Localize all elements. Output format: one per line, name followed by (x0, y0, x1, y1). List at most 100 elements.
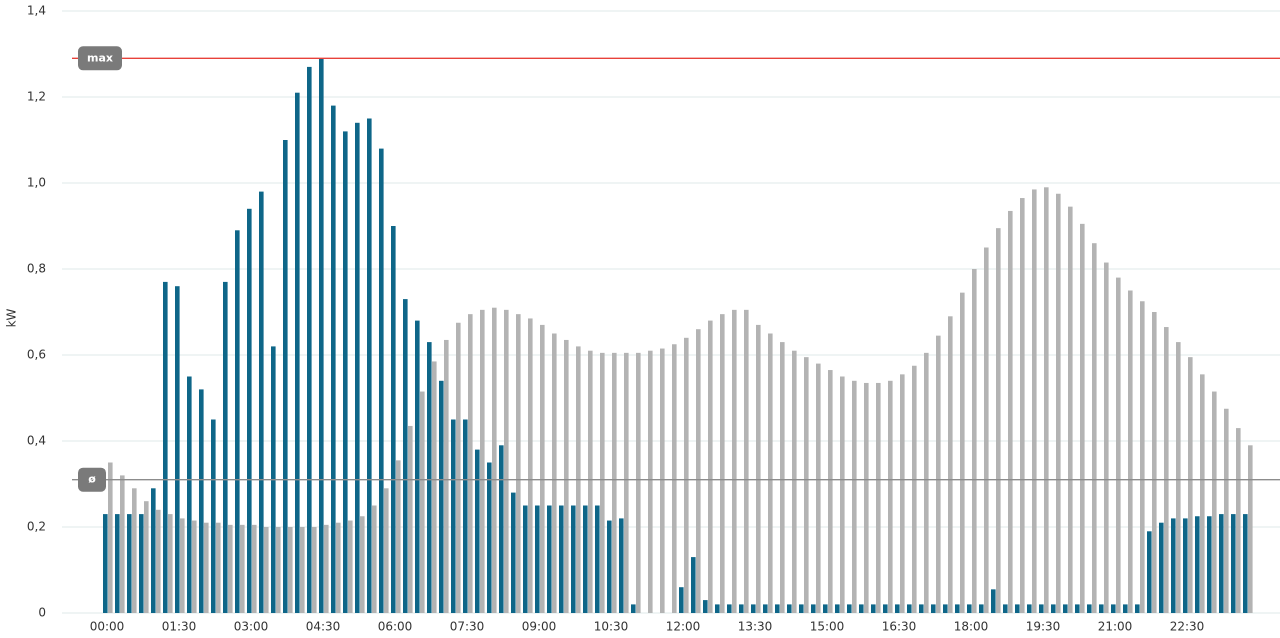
bar (1111, 604, 1116, 613)
x-tick-label: 15:00 (810, 620, 845, 634)
x-tick-label: 22:30 (1170, 620, 1205, 634)
bar (511, 492, 516, 613)
bar (1176, 342, 1181, 613)
bar (811, 604, 816, 613)
bar (739, 604, 744, 613)
x-tick-label: 09:00 (522, 620, 557, 634)
reference-badge (78, 467, 106, 492)
bar (799, 604, 804, 613)
bar (192, 520, 197, 613)
bar (439, 380, 444, 613)
bar (427, 342, 432, 613)
bar (648, 350, 653, 613)
bar (324, 524, 329, 613)
bar (1128, 290, 1133, 613)
x-tick-label: 13:30 (738, 620, 773, 634)
bar (1236, 428, 1241, 613)
bar (312, 527, 317, 613)
bar (355, 122, 360, 614)
bar (216, 522, 221, 613)
bar (883, 604, 888, 613)
bar (1044, 187, 1049, 614)
bar (144, 501, 149, 613)
bar (1051, 604, 1056, 613)
bar (156, 509, 161, 613)
bar (151, 488, 156, 613)
bar (595, 505, 600, 613)
bar (1183, 518, 1188, 613)
bar (936, 335, 941, 613)
bar (864, 382, 869, 613)
bar (907, 604, 912, 613)
bar (1015, 604, 1020, 613)
bar (996, 228, 1001, 613)
y-axis-label: kW (5, 308, 19, 327)
bar (343, 131, 348, 613)
bar (247, 208, 252, 614)
bar (283, 140, 288, 613)
bar (492, 307, 497, 613)
bar (367, 118, 372, 613)
bar (780, 342, 785, 613)
bar (319, 58, 324, 614)
bar (991, 589, 996, 613)
bar (912, 365, 917, 613)
bar (756, 324, 761, 613)
bar (379, 148, 384, 613)
bar (1123, 604, 1128, 613)
bar (1219, 514, 1224, 613)
bar (211, 419, 216, 613)
bar (415, 320, 420, 613)
bar (900, 374, 905, 613)
bar (1200, 374, 1205, 613)
x-tick-label: 10:30 (594, 620, 629, 634)
bar (276, 527, 281, 613)
bar (715, 604, 720, 613)
bar (943, 604, 948, 613)
bar (516, 314, 521, 613)
reference-badge (78, 46, 122, 71)
bar (960, 292, 965, 613)
reference-label: max (87, 51, 113, 64)
bar (127, 514, 132, 613)
bar (1140, 301, 1145, 613)
x-tick-label: 04:30 (306, 620, 341, 634)
bar (384, 488, 389, 613)
bar (1207, 516, 1212, 613)
bar (559, 505, 564, 613)
bar (139, 514, 144, 613)
bar (348, 520, 353, 613)
y-tick-label: 1,2 (27, 90, 46, 104)
bar (624, 352, 629, 613)
bar (768, 333, 773, 613)
bar (924, 352, 929, 613)
bar (240, 524, 245, 613)
bar (199, 389, 204, 613)
bar (163, 281, 168, 613)
bar (1135, 604, 1140, 613)
bar (607, 520, 612, 613)
bar (432, 361, 437, 613)
x-tick-label: 21:00 (1098, 620, 1133, 634)
bar (403, 299, 408, 613)
x-tick-label: 19:30 (1026, 620, 1061, 634)
bar (564, 339, 569, 613)
bar (696, 329, 701, 613)
bar (816, 363, 821, 613)
x-tick-label: 12:00 (666, 620, 701, 634)
bar (487, 462, 492, 613)
bar (684, 337, 689, 613)
bar (463, 419, 468, 613)
bar (451, 419, 456, 613)
bar (691, 557, 696, 613)
bar (967, 604, 972, 613)
bar (948, 316, 953, 613)
bar (1147, 531, 1152, 613)
bar (1224, 408, 1229, 613)
y-tick-label: 0 (38, 606, 46, 620)
bar (847, 604, 852, 613)
bar (331, 105, 336, 613)
bar (336, 522, 341, 613)
bar (259, 191, 264, 613)
bar (804, 357, 809, 613)
